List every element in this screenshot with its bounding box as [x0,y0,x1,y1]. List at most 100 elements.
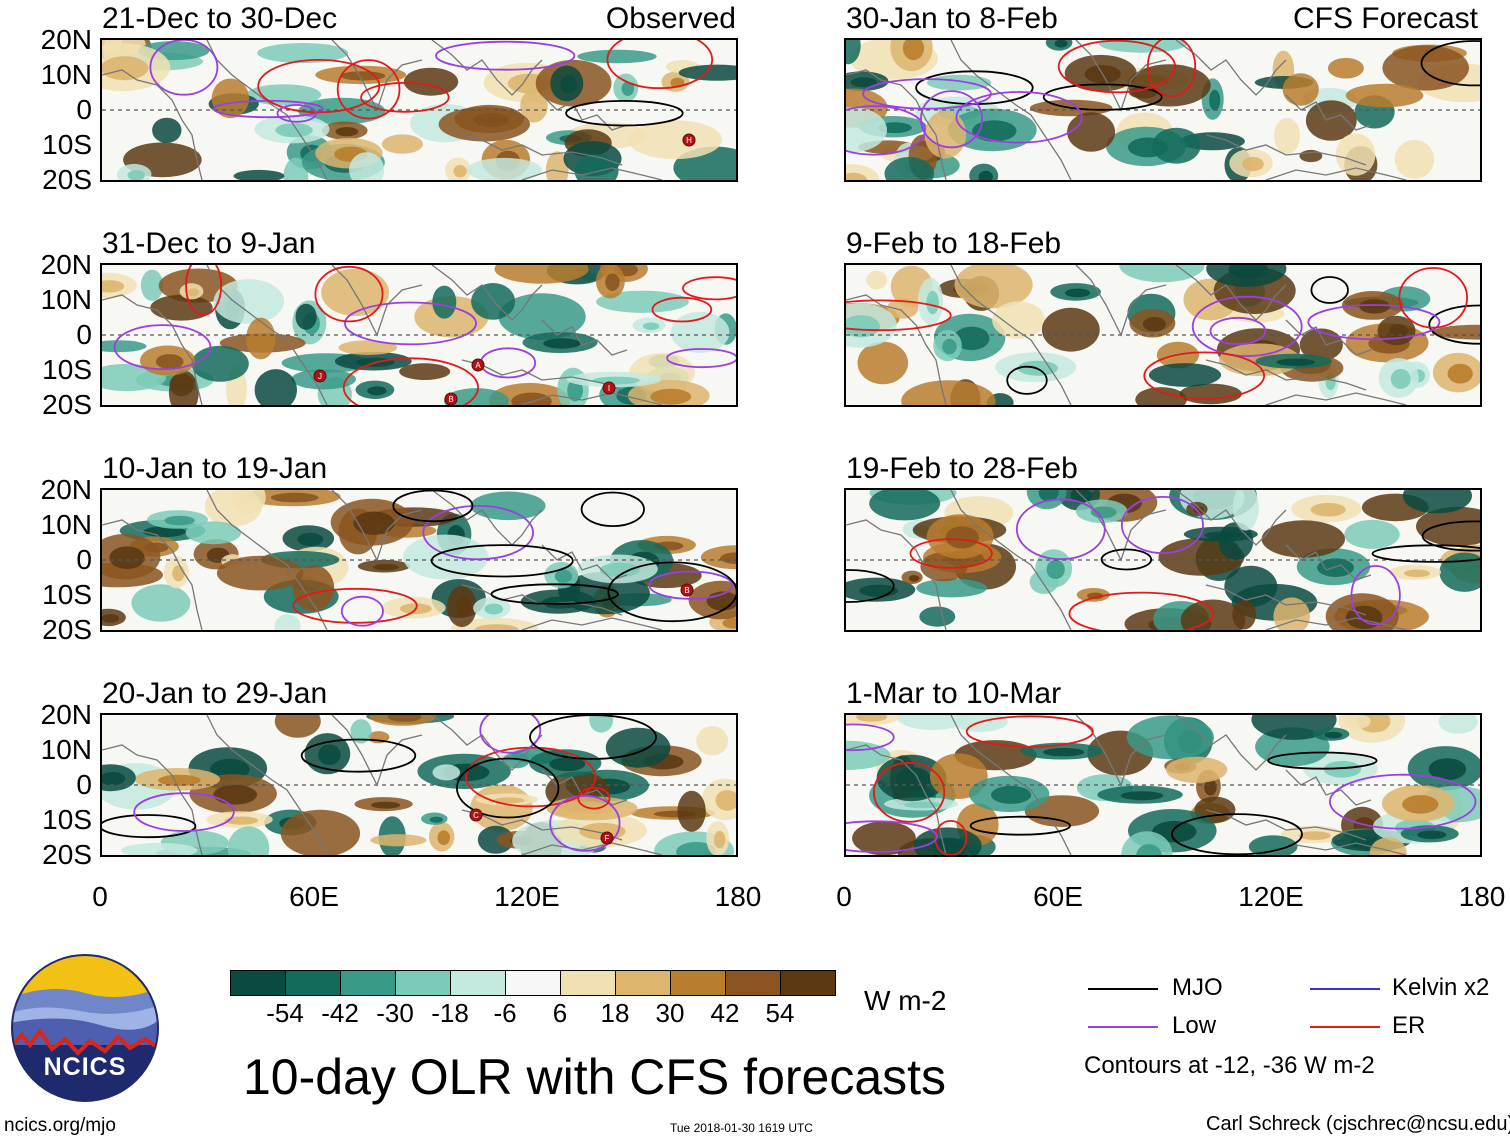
olr-shading [1224,565,1278,608]
mjo-contour [1420,40,1480,87]
lon-label: 180 [1458,881,1506,912]
coastline [461,584,623,616]
olr-shading-core [1204,779,1217,796]
coastline [1205,809,1367,841]
storm-marker: A [471,358,485,372]
low-contour [1191,295,1303,358]
colorbar-tick-label: -42 [321,998,359,1028]
olr-shading [866,270,888,290]
olr-shading [246,317,276,360]
olr-shading [605,727,671,768]
lon-label: 60E [289,881,339,912]
olr-shading [1135,387,1187,405]
olr-shading [1369,837,1407,855]
olr-shading [924,110,967,159]
olr-shading-core [224,816,259,825]
coastline [521,392,663,405]
mjo-contour [392,490,474,523]
olr-shading [1148,363,1222,387]
olr-shading [992,301,1045,339]
low-contour [955,91,1083,144]
olr-shading [670,311,730,353]
er-contour [934,820,968,855]
olr-shading-core [1043,747,1085,757]
olr-shading-core [1120,791,1164,801]
olr-shading-core [1046,559,1065,579]
observed-label: Observed [605,2,736,35]
panel-title-fc-3: 19-Feb to 28-Feb [846,452,1078,485]
olr-shading-core [275,123,313,138]
panel-title-obs-3: 10-Jan to 19-Jan [102,452,328,485]
olr-shading [869,490,941,521]
lat-label: 10N [40,734,92,765]
storm-marker: C [469,808,483,822]
low-contour [422,504,535,561]
mjo-contour [580,491,645,527]
colorbar-tick-label: -30 [376,998,414,1028]
coastline [1175,490,1287,546]
coastline [331,40,423,112]
colorbar-swatch [285,970,341,996]
low-contour [113,324,212,370]
lon-label: 0 [836,881,852,912]
mjo-contour [969,815,1071,836]
lon-label: 120E [1238,881,1304,912]
storm-marker-icon [471,358,485,372]
olr-shading-core [164,515,195,526]
olr-shading [213,279,285,324]
olr-shading [857,341,909,385]
panel-title-fc-1: 30-Jan to 8-Feb [846,2,1058,35]
olr-shading-core [1204,531,1242,539]
panel-title-fc-4: 1-Mar to 10-Mar [846,677,1062,710]
coastline [846,69,947,180]
olr-shading [696,726,729,756]
olr-shading [852,821,916,855]
colorbar-swatch [450,970,506,996]
olr-shading [884,157,935,180]
lat-label: 10S [42,354,92,385]
coastline [1205,584,1367,616]
site-link[interactable]: ncics.org/mjo [4,1115,116,1136]
olr-shading-core [127,170,145,180]
olr-shading [403,534,489,580]
olr-shading [1327,57,1364,79]
olr-shading-core [904,801,942,809]
olr-shading [1382,45,1469,91]
olr-shading-core [387,715,422,722]
er-contour [257,58,381,114]
olr-shading-core [1417,830,1447,840]
lat-label: 20N [40,249,92,280]
coastline [102,69,203,180]
olr-shading-core [592,376,640,385]
olr-shading-core [1359,299,1390,314]
olr-shading [432,764,461,781]
legend-label-er: ER [1392,1012,1426,1039]
olr-shading [1119,265,1205,283]
olr-shading-core [846,315,880,338]
panel-title-fc-2: 9-Feb to 18-Feb [846,227,1062,260]
olr-shading [1344,715,1371,729]
lat-label: 10S [42,129,92,160]
olr-shading [438,106,530,142]
olr-shading-core [353,511,395,535]
coastline [461,134,623,166]
legend-line-mjo [1088,988,1158,990]
olr-shading [1126,715,1214,760]
olr-shading-core [972,120,1017,142]
lat-label: 20S [42,389,92,420]
mjo-contour [607,561,736,623]
olr-shading-core [511,392,552,405]
olr-shading-core [1310,502,1346,517]
olr-shading-core [991,785,1032,804]
coastline [1285,319,1372,356]
olr-shading [381,134,423,154]
map-panel-fc-1 [844,38,1482,182]
olr-shading [1416,506,1480,547]
olr-shading [227,826,270,855]
olr-shading-core [846,172,868,180]
coastline [541,319,628,356]
low-contour [846,820,938,853]
lon-label: 180 [714,881,762,912]
olr-shading [1299,149,1323,163]
olr-shading-core [676,842,717,855]
